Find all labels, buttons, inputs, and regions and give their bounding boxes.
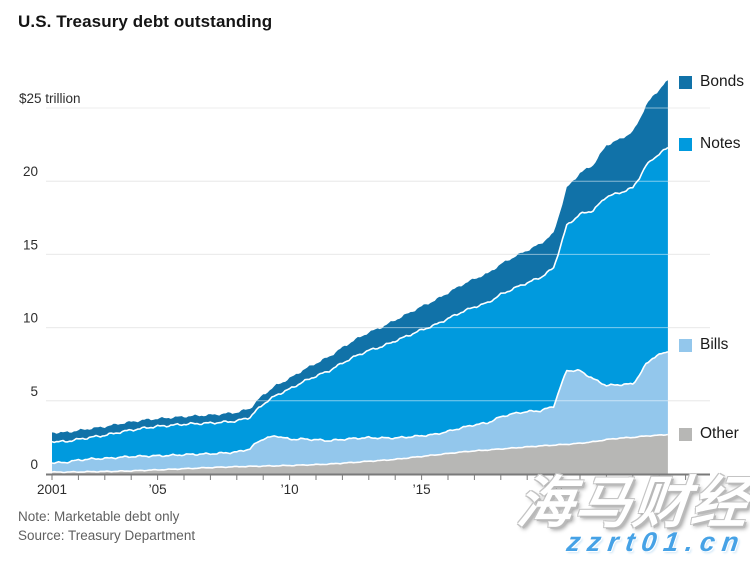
svg-text:15: 15 [23,237,38,252]
watermark-url: zzrt01.cn [565,527,749,557]
svg-text:’20: ’20 [545,482,563,497]
svg-text:5: 5 [30,384,38,399]
chart-footnotes: Note: Marketable debt only Source: Treas… [18,507,195,545]
note-text: Note: Marketable debt only [18,509,180,524]
legend-label-other: Other [700,425,739,442]
source-text: Source: Treasury Department [18,528,196,543]
svg-text:$25 trillion: $25 trillion [19,91,81,106]
notes-swatch-icon [679,137,692,151]
legend-label-notes: Notes [700,135,741,152]
legend-item-bonds: Bonds [679,73,744,91]
legend-item-notes: Notes [679,135,741,153]
legend-item-other: Other [679,425,739,443]
stacked-area-chart: 0 5 10 15 20 $25 trillion 2001 ’05 ’10 ’15 ’20 [19,80,710,497]
svg-text:20: 20 [23,164,38,179]
svg-text:’05: ’05 [149,482,167,497]
legend-label-bonds: Bonds [700,73,744,90]
svg-text:2001: 2001 [37,482,67,497]
other-swatch-icon [679,427,692,441]
bills-swatch-icon [679,338,692,352]
svg-text:’10: ’10 [281,482,299,497]
chart-title: U.S. Treasury debt outstanding [18,12,273,31]
bonds-swatch-icon [679,75,692,89]
legend-item-bills: Bills [679,336,728,354]
svg-text:’15: ’15 [413,482,431,497]
legend-label-bills: Bills [700,336,729,353]
svg-text:10: 10 [23,311,38,326]
svg-text:0: 0 [30,457,38,472]
